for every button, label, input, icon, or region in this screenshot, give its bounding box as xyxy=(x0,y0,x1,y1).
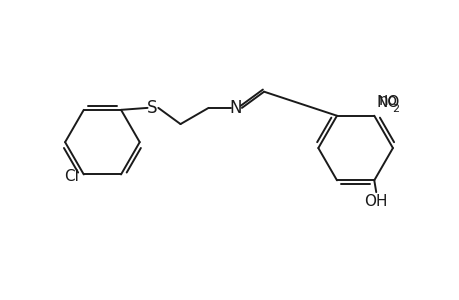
Text: OH: OH xyxy=(364,194,387,209)
Text: 2: 2 xyxy=(391,104,398,114)
Text: S: S xyxy=(147,99,157,117)
Text: NO: NO xyxy=(375,95,399,110)
Text: no: no xyxy=(377,93,396,108)
Text: N: N xyxy=(230,99,242,117)
Text: Cl: Cl xyxy=(64,169,79,184)
